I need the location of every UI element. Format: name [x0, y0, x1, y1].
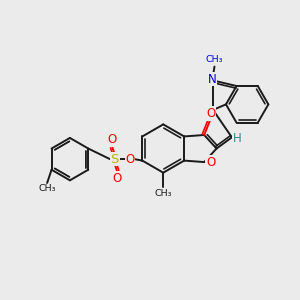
Text: S: S [110, 153, 119, 166]
Text: CH₃: CH₃ [206, 55, 223, 64]
Text: O: O [112, 172, 122, 185]
Text: N: N [208, 73, 217, 86]
Text: CH₃: CH₃ [38, 184, 56, 194]
Text: H: H [233, 132, 242, 145]
Text: O: O [206, 156, 215, 169]
Text: CH₃: CH₃ [154, 189, 172, 198]
Text: O: O [206, 107, 215, 120]
Text: O: O [125, 153, 135, 166]
Text: O: O [108, 133, 117, 146]
